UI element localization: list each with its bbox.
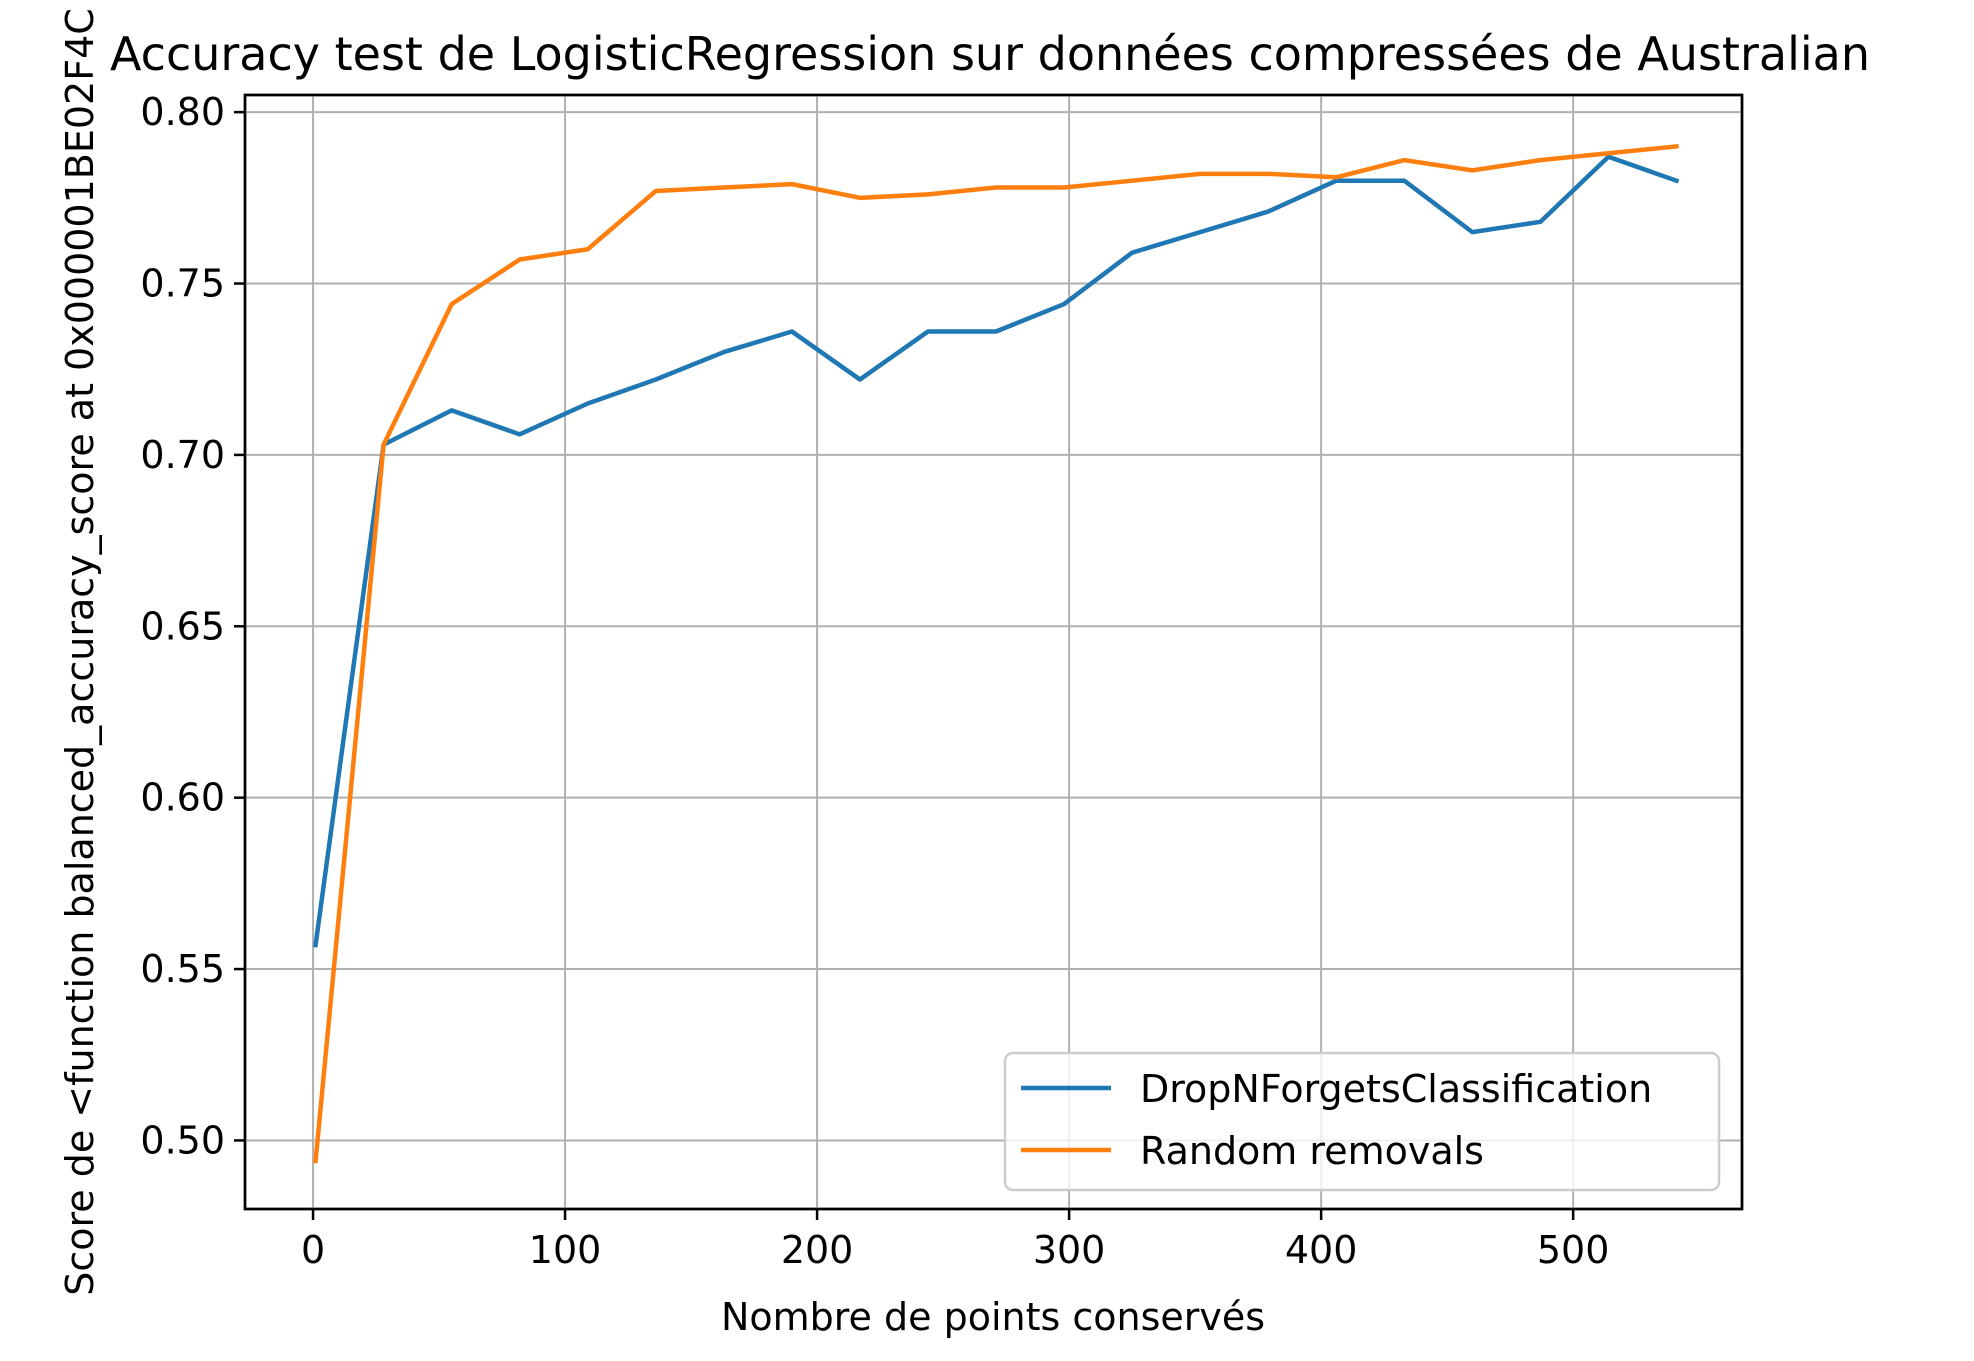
y-tick-label: 0.70 <box>140 433 225 477</box>
y-axis-label: Score de <function balanced_accuracy_sco… <box>58 8 102 1296</box>
chart-title: Accuracy test de LogisticRegression sur … <box>110 27 1870 81</box>
x-axis: 0 100 200 300 400 500 <box>301 1209 1609 1272</box>
x-axis-label: Nombre de points conservés <box>721 1295 1265 1339</box>
y-tick-label: 0.80 <box>140 90 225 134</box>
y-axis: 0.50 0.55 0.60 0.65 0.70 0.75 0.80 <box>140 90 245 1162</box>
legend-label-random-removals: Random removals <box>1140 1129 1484 1173</box>
y-tick-label: 0.55 <box>140 947 225 991</box>
legend-box <box>1003 1051 1721 1192</box>
y-tick-label: 0.50 <box>140 1118 225 1162</box>
legend: DropNForgetsClassification Random remova… <box>1003 1051 1721 1192</box>
x-tick-label: 100 <box>529 1228 602 1272</box>
x-tick-label: 500 <box>1537 1228 1610 1272</box>
y-tick-label: 0.75 <box>140 262 225 306</box>
series-line-dropnforgetsclassification <box>313 154 1680 948</box>
legend-label-dropnforgets: DropNForgetsClassification <box>1140 1067 1652 1111</box>
plot-frame <box>243 93 1744 1211</box>
series-layer <box>313 143 1680 1164</box>
x-tick-label: 300 <box>1033 1228 1106 1272</box>
y-tick-label: 0.65 <box>140 604 225 648</box>
series-line-random-removals <box>313 143 1679 1164</box>
x-tick-label: 0 <box>301 1228 325 1272</box>
y-tick-label: 0.60 <box>140 776 225 820</box>
x-tick-label: 200 <box>781 1228 854 1272</box>
x-tick-label: 400 <box>1285 1228 1358 1272</box>
